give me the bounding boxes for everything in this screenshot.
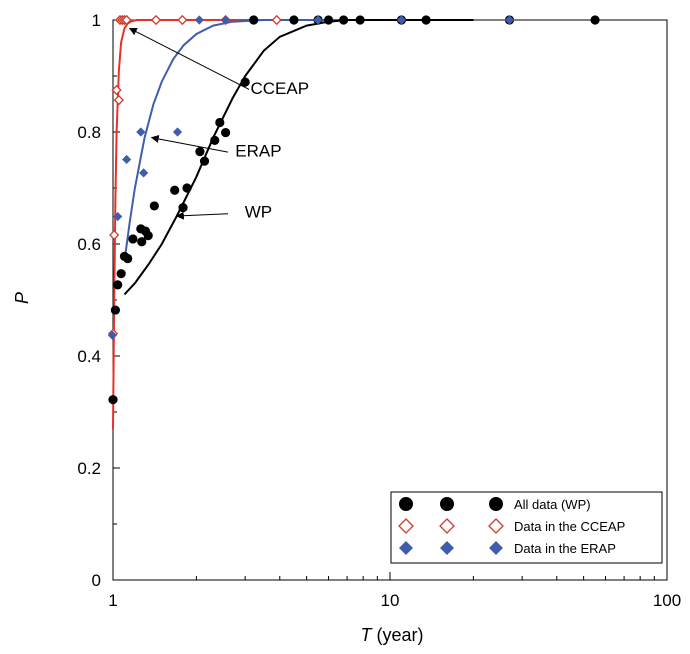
data-point: [113, 211, 123, 222]
data-point: [128, 234, 138, 244]
data-point: [590, 15, 600, 25]
legend-box: [390, 491, 663, 564]
legend-marker: [489, 541, 503, 555]
data-point: [143, 231, 153, 241]
x-axis-label-symbol: T: [360, 625, 373, 645]
legend-marker: [440, 497, 454, 511]
x-axis-label-unit: (year): [371, 625, 423, 645]
data-point: [116, 269, 126, 279]
y-tick-label: 0.6: [77, 235, 101, 254]
data-point: [215, 117, 225, 128]
annotation-label-erap: ERAP: [235, 142, 281, 161]
legend-marker: [398, 518, 414, 534]
data-point: [421, 15, 431, 25]
data-point: [150, 14, 162, 26]
data-point: [313, 15, 323, 25]
data-point: [504, 15, 515, 25]
data-point: [111, 84, 122, 96]
annotations-layer: CCEAP ERAP WP: [128, 27, 309, 222]
legend-marker: [399, 541, 413, 555]
data-point: [221, 15, 231, 25]
data-point: [221, 127, 231, 138]
data-point: [396, 15, 407, 25]
data-point: [195, 147, 205, 157]
data-point: [194, 15, 204, 25]
data-point: [339, 15, 349, 25]
data-point: [240, 77, 250, 87]
legend-marker: [440, 541, 454, 555]
x-axis-label: T (year): [360, 625, 423, 645]
annotation-label-wp: WP: [245, 203, 272, 222]
data-point: [121, 14, 132, 26]
data-point: [271, 14, 282, 26]
legend-label: All data (WP): [514, 497, 591, 512]
data-point: [178, 203, 188, 213]
y-tick-label: 0: [92, 571, 101, 590]
data-point: [177, 14, 188, 26]
data-point: [136, 127, 146, 137]
data-point: [182, 183, 192, 193]
data-point: [108, 395, 118, 405]
data-point: [110, 305, 120, 315]
data-point: [210, 135, 220, 145]
y-tick-label: 0.2: [77, 459, 101, 478]
legend-label: Data in the CCEAP: [514, 519, 625, 534]
legend-marker: [399, 497, 413, 511]
annotation-arrow-cceap: [128, 27, 250, 90]
data-point: [289, 15, 299, 25]
legend: All data (WP) Data in the CCEAP Data in th…: [390, 491, 663, 564]
data-point: [199, 156, 210, 166]
data-points-layer: [107, 14, 600, 405]
data-point: [109, 229, 120, 241]
data-point: [172, 127, 183, 137]
data-point: [149, 201, 159, 211]
data-point: [123, 253, 133, 264]
data-point: [107, 330, 117, 340]
y-tick-label: 1: [92, 11, 101, 30]
y-tick-label: 0.8: [77, 123, 101, 142]
legend-marker: [489, 497, 503, 511]
data-point: [122, 154, 132, 165]
data-point: [249, 15, 259, 25]
annotation-label-cceap: CCEAP: [250, 79, 309, 98]
x-tick-label: 10: [381, 591, 400, 610]
legend-label: Data in the ERAP: [514, 541, 616, 556]
x-tick-label: 1: [108, 591, 117, 610]
annotation-arrow-wp: [175, 211, 228, 220]
annotation-arrow-erap: [150, 134, 229, 153]
data-point: [170, 185, 180, 195]
data-point: [113, 280, 123, 290]
fit-curve-cceap: [112, 19, 474, 429]
data-point: [139, 168, 149, 178]
y-axis-label: P: [12, 292, 32, 304]
x-tick-label: 100: [653, 591, 681, 610]
y-tick-label: 0.4: [77, 347, 101, 366]
fit-curve-erap: [123, 19, 474, 261]
data-point: [137, 237, 147, 247]
fit-curve-wp: [123, 19, 474, 296]
data-point: [323, 15, 334, 25]
data-point: [355, 15, 365, 25]
legend-marker: [488, 518, 504, 534]
data-point: [113, 94, 124, 106]
legend-marker: [439, 518, 455, 534]
